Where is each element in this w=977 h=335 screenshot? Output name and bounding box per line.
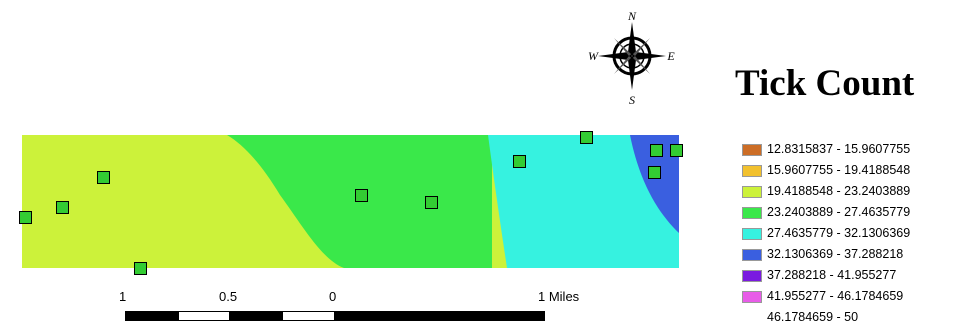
legend-label: 37.288218 - 41.955277 — [767, 268, 897, 282]
scale-label-zero: 0 — [329, 289, 337, 304]
scale-segment — [125, 311, 178, 321]
compass-rose-icon: N S W E — [585, 8, 675, 107]
legend-label: 32.1306369 - 37.288218 — [767, 247, 904, 261]
compass-north-label: N — [627, 9, 637, 23]
legend-swatch — [742, 249, 762, 261]
scale-label-half: 0.5 — [219, 289, 238, 304]
compass-east-label: E — [666, 49, 675, 63]
sample-point — [650, 144, 663, 157]
legend-label: 15.9607755 - 19.4188548 — [767, 163, 911, 177]
compass-west-label: W — [588, 49, 599, 63]
map-frame — [22, 135, 679, 268]
scale-segment — [230, 311, 282, 321]
scale-segment — [178, 311, 230, 321]
interpolated-surface — [22, 135, 679, 268]
sample-point — [19, 211, 32, 224]
sample-point — [580, 131, 593, 144]
sample-point — [425, 196, 438, 209]
sample-point — [134, 262, 147, 275]
sample-point — [670, 144, 683, 157]
legend-label: 23.2403889 - 27.4635779 — [767, 205, 911, 219]
compass-south-label: S — [629, 93, 635, 106]
legend-swatch — [742, 228, 762, 240]
scale-segment — [282, 311, 335, 321]
legend-swatch — [742, 165, 762, 177]
sample-point — [648, 166, 661, 179]
sample-point — [97, 171, 110, 184]
legend-title: Tick Count — [735, 63, 915, 104]
legend-swatch — [742, 144, 762, 156]
legend-swatch — [742, 270, 762, 282]
zone-27-32 — [488, 135, 679, 268]
scale-bar — [125, 311, 545, 325]
legend-label: 41.955277 - 46.1784659 — [767, 289, 904, 303]
scale-label-1: 1 — [119, 289, 127, 304]
zone-32-37 — [630, 135, 679, 233]
legend-label: 46.1784659 - 50 — [767, 310, 859, 324]
scale-segment — [335, 311, 545, 321]
legend-swatch — [742, 291, 762, 303]
sample-point — [355, 189, 368, 202]
sample-point — [513, 155, 526, 168]
legend-swatch — [742, 207, 762, 219]
legend-label: 27.4635779 - 32.1306369 — [767, 226, 911, 240]
legend-swatch — [742, 186, 762, 198]
legend-label: 12.8315837 - 15.9607755 — [767, 142, 911, 156]
sample-point — [56, 201, 69, 214]
scale-label-miles: 1 Miles — [538, 289, 580, 304]
legend-label: 19.4188548 - 23.2403889 — [767, 184, 911, 198]
